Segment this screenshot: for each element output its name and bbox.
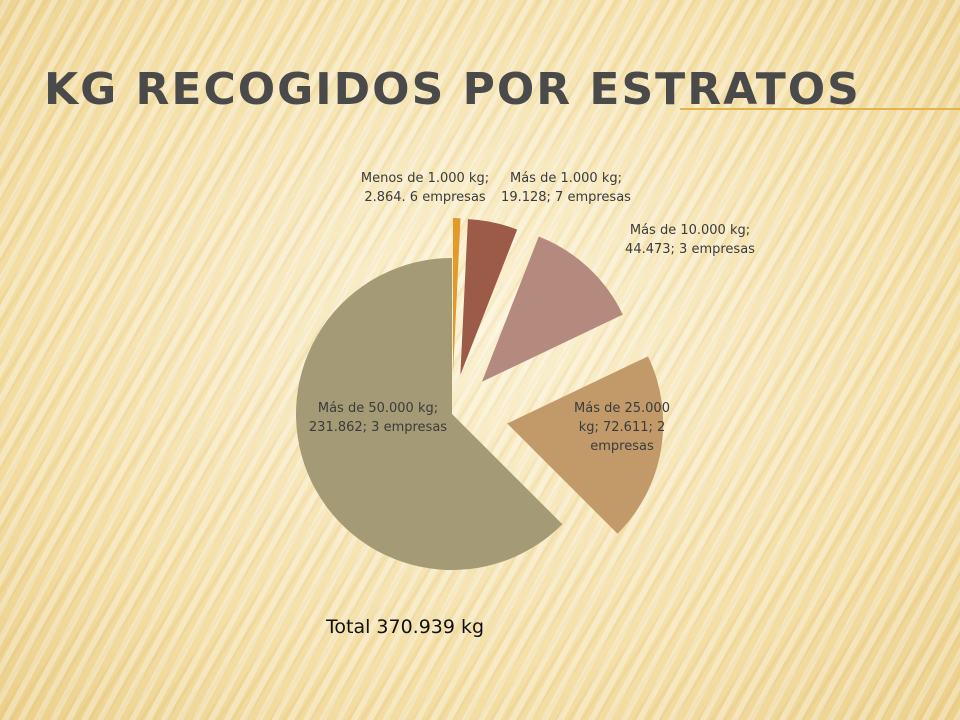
- pie-slice-label: Más de 10.000 kg; 44.473; 3 empresas: [625, 223, 755, 257]
- pie-slice-label: Más de 25.000 kg; 72.611; 2 empresas: [574, 401, 670, 454]
- slide-title: Kg recogidos por estratos: [44, 64, 861, 115]
- pie-slice-label: Más de 1.000 kg; 19.128; 7 empresas: [501, 171, 631, 205]
- pie-slice: [295, 258, 563, 570]
- pie-slice: [452, 218, 461, 375]
- total-label: Total 370.939 kg: [326, 616, 485, 638]
- pie-slices: [295, 218, 664, 570]
- pie-labels: Menos de 1.000 kg; 2.864. 6 empresas Más d…: [309, 171, 755, 454]
- pie-slice: [507, 356, 664, 534]
- title-underline: [680, 108, 960, 110]
- pie-slice: [481, 236, 623, 382]
- pie-slice-label: Más de 50.000 kg; 231.862; 3 empresas: [309, 401, 447, 435]
- pie-slice-label: Menos de 1.000 kg; 2.864. 6 empresas: [361, 171, 489, 205]
- pie-slice: [460, 219, 518, 375]
